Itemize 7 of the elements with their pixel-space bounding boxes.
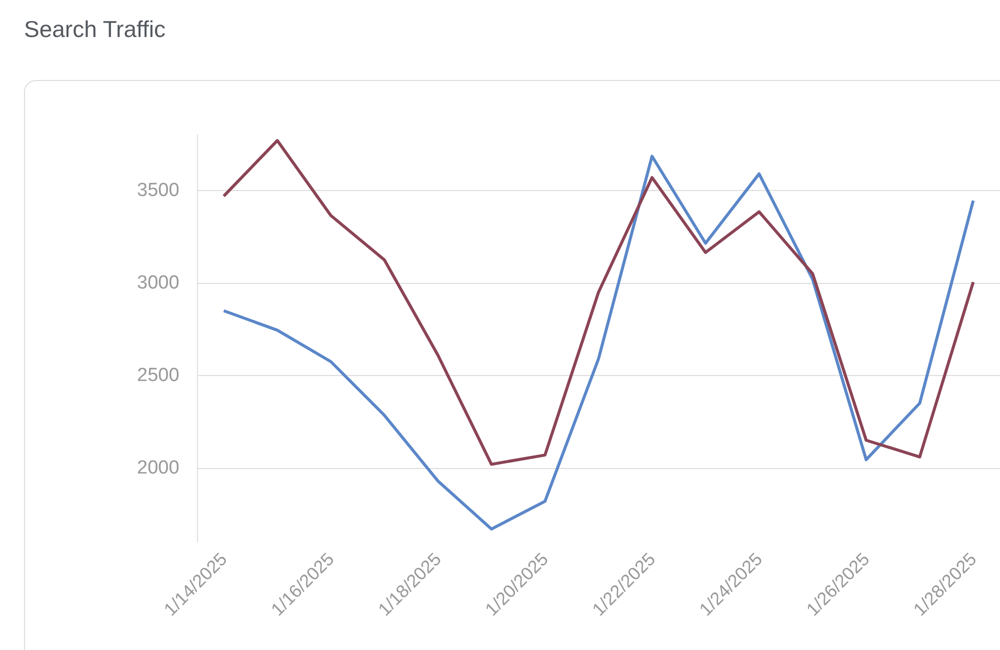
y-tick-label: 2000 bbox=[137, 458, 180, 478]
y-tick-label: 3500 bbox=[137, 180, 180, 201]
y-tick-label: 2500 bbox=[137, 365, 180, 386]
line-series bbox=[222, 154, 975, 531]
chart-title: Search Traffic bbox=[24, 16, 166, 43]
y-tick-label: 3000 bbox=[137, 272, 180, 294]
line-series bbox=[222, 139, 975, 466]
